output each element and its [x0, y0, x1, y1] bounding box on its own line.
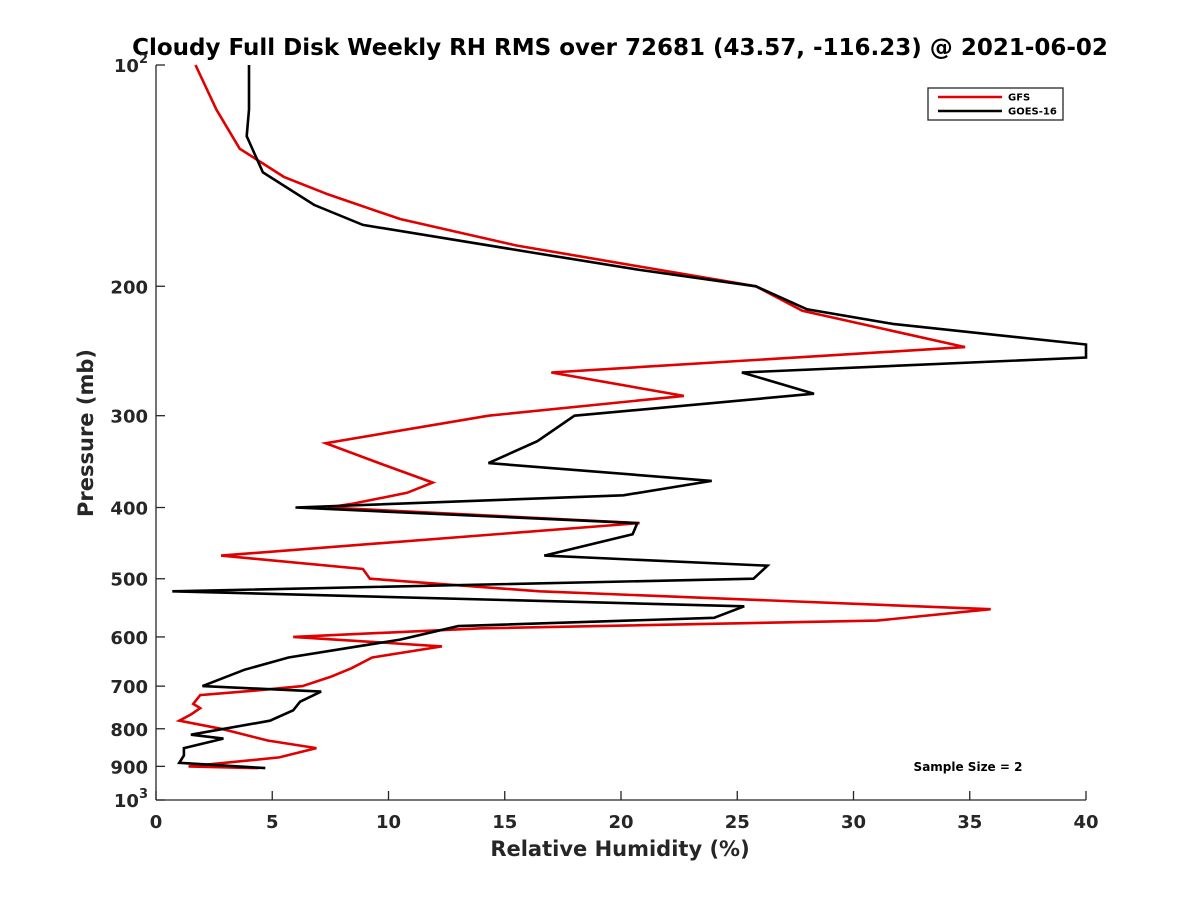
legend: GFS GOES-16	[927, 87, 1064, 121]
legend-box	[927, 87, 1064, 121]
y-axis-label: Pressure (mb)	[74, 349, 98, 517]
plot-area	[172, 64, 1088, 770]
series-line-goes-16	[172, 65, 1088, 770]
legend-label-goes16: GOES-16	[1008, 107, 1057, 118]
y-tick-label: 200	[110, 277, 148, 298]
y-tick-label: 500	[110, 570, 148, 591]
y-tick-label: 102	[114, 52, 148, 77]
y-tick-label: 103	[114, 787, 148, 812]
y-tick-label: 700	[110, 677, 148, 698]
y-tick-label: 900	[110, 757, 148, 778]
y-tick-label: 600	[110, 628, 148, 649]
sample-size-annotation: Sample Size = 2	[914, 760, 1023, 774]
x-tick-label: 40	[1073, 812, 1098, 833]
x-axis-label: Relative Humidity (%)	[490, 837, 749, 861]
x-tick-label: 25	[725, 812, 750, 833]
series-line-gfs	[175, 64, 991, 770]
x-tick-label: 30	[841, 812, 866, 833]
chart-title: Cloudy Full Disk Weekly RH RMS over 7268…	[132, 35, 1108, 61]
y-tick-label: 400	[110, 499, 148, 520]
x-tick-label: 5	[266, 812, 279, 833]
y-tick-label: 800	[110, 720, 148, 741]
x-tick-label: 15	[492, 812, 517, 833]
axes: 0 5 10 15 20 25 30 35 40 102 200 300 400 500 600 700 800…	[110, 52, 1098, 833]
x-tick-label: 20	[608, 812, 633, 833]
x-tick-label: 10	[376, 812, 401, 833]
x-tick-label: 0	[150, 812, 163, 833]
legend-label-gfs: GFS	[1008, 93, 1030, 104]
x-tick-label: 35	[957, 812, 982, 833]
y-tick-label: 300	[110, 407, 148, 428]
